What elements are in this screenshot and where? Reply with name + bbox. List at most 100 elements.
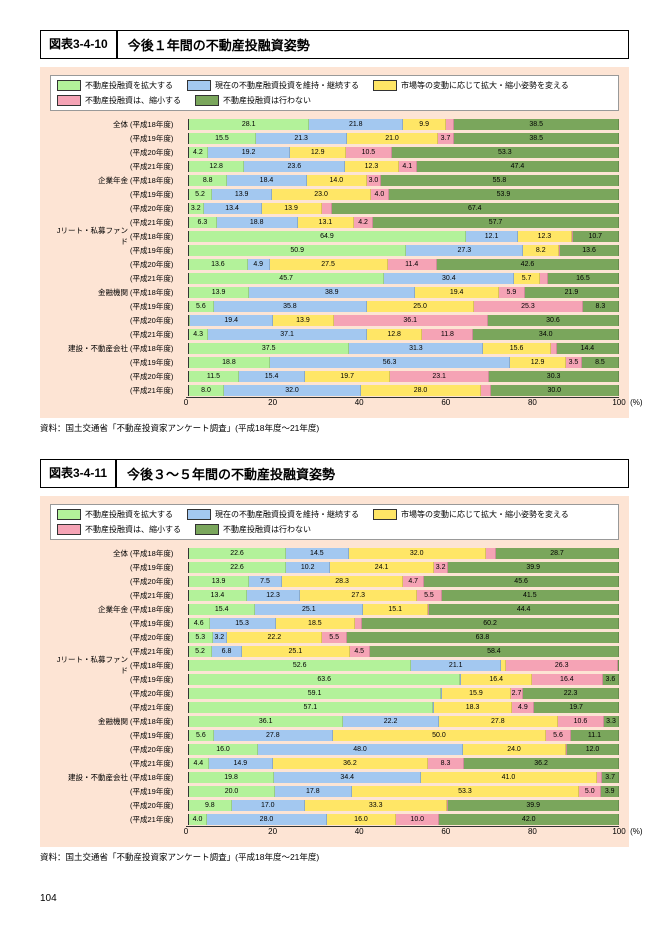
bar: 5.627.850.05.611.1	[188, 730, 619, 741]
bar-segment	[355, 618, 362, 629]
year-label: (平成19年度)	[130, 245, 188, 256]
bar-segment: 15.6	[483, 343, 550, 354]
bar-segment: 44.4	[429, 604, 619, 615]
bar-segment: 11.5	[189, 371, 239, 382]
bar-segment: 42.6	[437, 259, 619, 270]
bar-segment: 19.2	[208, 147, 291, 158]
source-note: 資料：国土交通省「不動産投資家アンケート調査」(平成18年度〜21年度)	[40, 851, 629, 863]
bar: 19.413.936.130.6	[188, 315, 619, 326]
legend-item: 不動産投融資は、縮小する	[57, 524, 181, 535]
year-label: (平成18年度)	[130, 287, 188, 298]
bar-segment: 11.1	[571, 730, 619, 741]
bar: 5.26.825.14.558.4	[188, 646, 619, 657]
legend-swatch	[195, 524, 219, 535]
bar: 6.318.813.14.257.7	[188, 217, 619, 228]
year-label: (平成20年度)	[130, 371, 188, 382]
chart-title: 図表3-4-10今後１年間の不動産投融資姿勢	[40, 30, 629, 59]
bar-segment: 53.3	[392, 147, 619, 158]
bar-segment: 34.4	[274, 772, 421, 783]
bar-segment: 32.0	[224, 385, 361, 396]
bar-segment: 8.5	[582, 357, 619, 368]
bar-segment: 5.5	[417, 590, 441, 601]
bar-segment: 12.3	[518, 231, 571, 242]
bar-segment: 17.8	[275, 786, 352, 797]
bar-segment: 13.4	[204, 203, 262, 214]
bar-segment: 26.3	[506, 660, 618, 671]
bar-segment: 32.0	[349, 548, 486, 559]
bar-segment: 10.7	[573, 231, 619, 242]
bar-segment: 13.9	[262, 203, 322, 214]
bar: 8.818.414.03.055.8	[188, 175, 619, 186]
bar-segment: 39.9	[448, 562, 619, 573]
bar-segment: 25.1	[242, 646, 350, 657]
bar-segment: 27.3	[406, 245, 523, 256]
bar-segment: 10.5	[346, 147, 392, 158]
year-label: (平成20年度)	[130, 315, 188, 326]
bar: 4.337.112.811.834.0	[188, 329, 619, 340]
data-row: (平成19年度)5.213.923.04.053.9	[50, 187, 619, 201]
bar: 11.515.419.723.130.3	[188, 371, 619, 382]
bar-segment: 63.6	[189, 674, 460, 685]
bar-segment: 30.0	[491, 385, 620, 396]
bar-segment	[446, 119, 454, 130]
bar-segment: 14.4	[557, 343, 619, 354]
data-row: 金融機関(平成18年度)36.122.227.810.63.3	[50, 714, 619, 728]
bar-segment: 37.1	[208, 329, 367, 340]
bar-segment: 4.0	[189, 814, 207, 825]
legend-item: 不動産投融資は行わない	[195, 95, 311, 106]
bar: 4.028.016.010.042.0	[188, 814, 619, 825]
bar-segment: 21.1	[411, 660, 501, 671]
bar-segment: 6.3	[189, 217, 217, 228]
bar-segment: 22.6	[189, 562, 286, 573]
bar-segment: 50.0	[333, 730, 546, 741]
bar-segment: 15.4	[239, 371, 305, 382]
data-row: (平成20年度)16.048.024.012.0	[50, 742, 619, 756]
bar-segment: 56.3	[270, 357, 510, 368]
axis-tick: 0	[184, 827, 188, 836]
bar-segment: 45.6	[424, 576, 619, 587]
bar: 20.017.853.35.03.9	[188, 786, 619, 797]
bar-segment: 13.4	[189, 590, 247, 601]
bar-segment: 27.8	[439, 716, 558, 727]
legend-swatch	[187, 80, 211, 91]
bar-segment: 36.1	[189, 716, 343, 727]
bar-segment: 22.2	[227, 632, 322, 643]
bar: 3.213.413.967.4	[188, 203, 619, 214]
bar-segment: 50.9	[189, 245, 406, 256]
data-row: Jリート・私募ファンド(平成18年度)52.621.126.3	[50, 658, 619, 672]
bar-segment: 22.6	[189, 548, 286, 559]
year-label: (平成21年度)	[130, 758, 188, 769]
legend-label: 不動産投融資を拡大する	[85, 509, 173, 520]
year-label: (平成20年度)	[130, 147, 188, 158]
bar-segment: 18.5	[276, 618, 356, 629]
axis-tick: 0	[184, 398, 188, 407]
legend-label: 不動産投融資は、縮小する	[85, 95, 181, 106]
bar-segment: 37.5	[189, 343, 349, 354]
data-row: (平成20年度)59.115.92.722.3	[50, 686, 619, 700]
data-row: (平成20年度)11.515.419.723.130.3	[50, 369, 619, 383]
axis-tick: 40	[355, 827, 364, 836]
bar-segment: 35.8	[214, 301, 367, 312]
bar: 45.730.45.716.5	[188, 273, 619, 284]
year-label: (平成20年度)	[130, 800, 188, 811]
bar-segment: 52.6	[189, 660, 411, 671]
group-label: Jリート・私募ファンド	[50, 225, 130, 247]
bar-segment: 5.5	[322, 632, 346, 643]
year-label: (平成19年度)	[130, 189, 188, 200]
bar-segment: 38.9	[249, 287, 415, 298]
bar-segment: 27.5	[270, 259, 388, 270]
data-row: (平成19年度)15.521.321.03.738.5	[50, 131, 619, 145]
data-row: 金融機関(平成18年度)13.938.919.45.921.9	[50, 285, 619, 299]
bar-segment: 5.2	[189, 646, 212, 657]
bar: 13.97.528.34.745.6	[188, 576, 619, 587]
bar-segment: 5.6	[189, 730, 214, 741]
year-label: (平成21年度)	[130, 385, 188, 396]
axis-tick: 80	[528, 398, 537, 407]
data-row: (平成20年度)4.219.212.910.553.3	[50, 145, 619, 159]
bar-segment: 13.9	[189, 576, 249, 587]
bar: 63.616.416.43.6	[188, 674, 619, 685]
year-label: (平成20年度)	[130, 576, 188, 587]
bar-segment: 4.3	[189, 329, 208, 340]
bar-segment	[540, 273, 548, 284]
bar-segment: 8.0	[189, 385, 224, 396]
